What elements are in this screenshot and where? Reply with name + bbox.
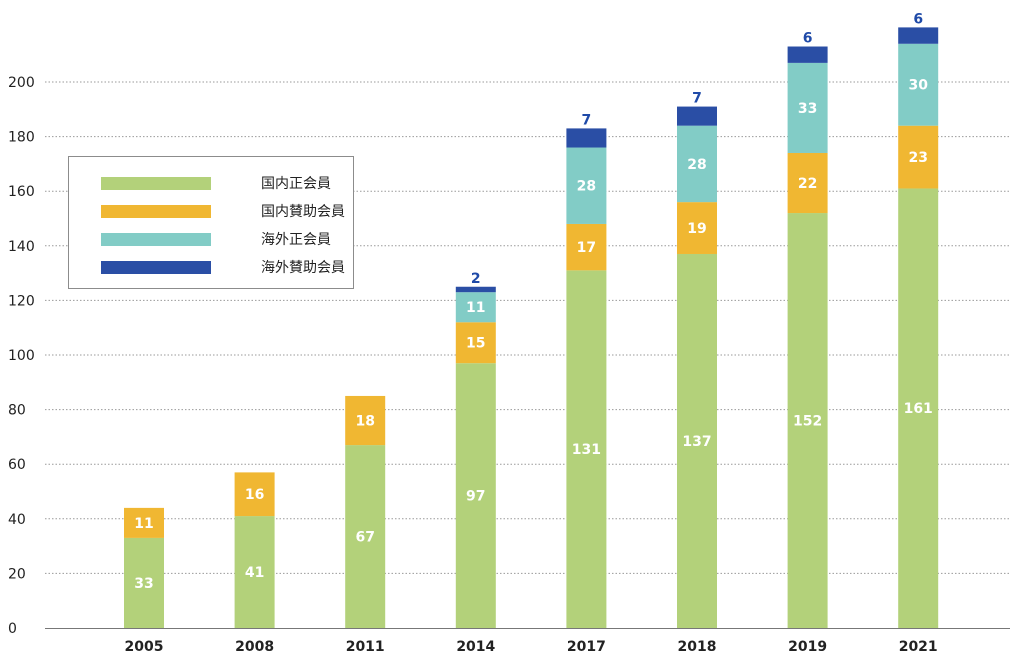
legend-swatch bbox=[101, 176, 211, 190]
y-tick-label: 80 bbox=[8, 403, 26, 419]
y-tick-label: 200 bbox=[8, 75, 35, 91]
y-tick-label: 140 bbox=[8, 239, 35, 255]
legend-label: 海外賛助会員 bbox=[261, 260, 345, 276]
bar-segment bbox=[898, 188, 939, 628]
y-tick-label: 160 bbox=[8, 184, 35, 200]
bar-segment bbox=[455, 322, 496, 364]
data-label: 23 bbox=[908, 150, 927, 166]
x-tick-label: 2017 bbox=[567, 639, 606, 655]
y-tick-label: 0 bbox=[8, 621, 17, 637]
bar-segment bbox=[345, 445, 386, 628]
data-label: 30 bbox=[908, 78, 928, 94]
bar-segment bbox=[677, 106, 717, 126]
x-tick-label: 2014 bbox=[456, 639, 495, 655]
data-label: 67 bbox=[355, 530, 374, 546]
data-label: 6 bbox=[913, 11, 923, 27]
y-tick-label: 40 bbox=[8, 512, 26, 528]
data-label: 7 bbox=[582, 112, 592, 128]
data-label: 6 bbox=[803, 31, 813, 47]
data-label: 131 bbox=[572, 442, 601, 458]
legend-swatch bbox=[101, 232, 211, 246]
x-tick-label: 2021 bbox=[899, 639, 938, 655]
bar-segment bbox=[124, 537, 164, 628]
bar-segment bbox=[455, 363, 496, 628]
legend-label: 海外正会員 bbox=[261, 232, 331, 248]
bar-segment bbox=[124, 507, 164, 538]
data-label: 33 bbox=[798, 101, 817, 117]
y-tick-label: 120 bbox=[8, 293, 35, 309]
data-label: 7 bbox=[692, 91, 702, 107]
bar-segment bbox=[566, 270, 607, 628]
y-axis-ticks: 0 20 40 60 80 100 120 140 160 180 200 bbox=[8, 75, 35, 637]
data-label: 28 bbox=[577, 179, 596, 195]
legend-item-domestic-regular: 国内正会員 bbox=[101, 173, 331, 193]
data-label: 17 bbox=[577, 240, 596, 256]
bar-segment bbox=[898, 43, 939, 126]
y-tick-label: 100 bbox=[8, 348, 35, 364]
bar-segment bbox=[898, 125, 939, 189]
bar-segment bbox=[234, 516, 275, 628]
bar-segment bbox=[345, 395, 386, 446]
bars: 33 11 41 16 67 18 97 15 11 2 131 17 28 7 137 19 28 7 152 22… bbox=[124, 11, 939, 629]
bar-segment bbox=[787, 46, 828, 63]
bar-segment bbox=[455, 292, 496, 323]
y-tick-label: 180 bbox=[8, 130, 35, 146]
legend-item-domestic-supporting: 国内賛助会員 bbox=[101, 201, 345, 221]
data-label: 33 bbox=[134, 576, 153, 592]
bar-segment bbox=[787, 213, 828, 629]
bar-segment bbox=[677, 253, 717, 629]
bar-segment bbox=[787, 152, 828, 214]
y-tick-label: 60 bbox=[8, 457, 26, 473]
x-tick-label: 2011 bbox=[346, 639, 385, 655]
bar-segment bbox=[677, 202, 717, 254]
data-label: 28 bbox=[687, 157, 706, 173]
data-label: 137 bbox=[682, 434, 711, 450]
legend: 国内正会員 国内賛助会員 海外正会員 海外賛助会員 bbox=[68, 156, 354, 289]
bar-segment bbox=[234, 472, 275, 517]
legend-item-overseas-regular: 海外正会員 bbox=[101, 229, 331, 249]
legend-swatch bbox=[101, 204, 211, 218]
data-label: 41 bbox=[245, 565, 264, 581]
bar-segment bbox=[898, 27, 939, 44]
data-label: 11 bbox=[134, 516, 153, 532]
data-label: 97 bbox=[466, 489, 485, 505]
y-tick-label: 20 bbox=[8, 566, 26, 582]
data-label: 22 bbox=[798, 176, 817, 192]
data-label: 19 bbox=[687, 221, 706, 237]
x-tick-label: 2008 bbox=[235, 639, 274, 655]
data-label: 18 bbox=[355, 414, 374, 430]
legend-label: 国内賛助会員 bbox=[261, 204, 345, 220]
bar-segment bbox=[455, 286, 496, 293]
x-axis-ticks: 2005 2008 2011 2014 2017 2018 2019 2021 bbox=[125, 639, 938, 655]
data-label: 161 bbox=[904, 401, 933, 417]
data-label: 2 bbox=[471, 271, 481, 287]
data-label: 15 bbox=[466, 336, 485, 352]
bar-segment bbox=[787, 62, 828, 153]
legend-label: 国内正会員 bbox=[261, 176, 331, 192]
bar-segment bbox=[566, 147, 607, 224]
x-tick-label: 2018 bbox=[678, 639, 717, 655]
data-label: 11 bbox=[466, 300, 485, 316]
data-label: 16 bbox=[245, 487, 264, 503]
legend-swatch bbox=[101, 260, 211, 274]
bar-segment bbox=[566, 223, 607, 271]
x-tick-label: 2005 bbox=[125, 639, 164, 655]
x-tick-label: 2019 bbox=[788, 639, 827, 655]
bar-segment bbox=[566, 128, 607, 148]
data-label: 152 bbox=[793, 414, 822, 430]
bar-segment bbox=[677, 125, 717, 203]
legend-item-overseas-supporting: 海外賛助会員 bbox=[101, 257, 345, 277]
